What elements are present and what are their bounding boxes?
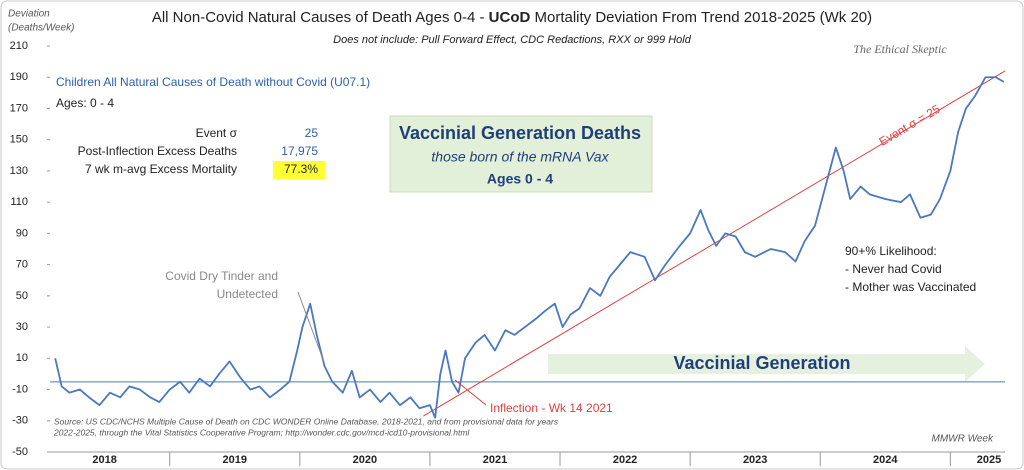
stat-value: 77.3% [284, 162, 318, 176]
ages-label: Ages: 0 - 4 [56, 96, 114, 110]
inflection-leader [454, 379, 487, 406]
y-tick-label: 30 [16, 321, 28, 333]
x-tick-label: 2020 [353, 454, 377, 466]
y-tick-label: 90 [16, 227, 28, 239]
chart-title: All Non-Covid Natural Causes of Death Ag… [152, 9, 872, 26]
brand: The Ethical Skeptic [853, 42, 947, 56]
likelihood-note: 90+% Likelihood: [845, 244, 937, 258]
y-axis-label: Deviation [8, 9, 50, 20]
box-subtitle: those born of the mRNA Vax [431, 149, 609, 165]
y-tick-label: -10 [12, 383, 28, 395]
stat-label: 7 wk m-avg Excess Mortality [85, 162, 237, 176]
x-tick-label: 2023 [743, 454, 767, 466]
y-tick-label: 170 [10, 102, 28, 114]
y-tick-label: 190 [10, 71, 28, 83]
stat-label: Post-Inflection Excess Deaths [78, 144, 237, 158]
inflection-label: Inflection - Wk 14 2021 [490, 401, 613, 415]
title-part: UCoD [489, 9, 531, 26]
stat-value: 25 [305, 126, 319, 140]
y-tick-label: 150 [10, 134, 28, 146]
subtitle: Does not include: Pull Forward Effect, C… [333, 34, 692, 46]
likelihood-note: - Never had Covid [845, 262, 942, 276]
y-tick-label: 210 [10, 40, 28, 52]
arrow-label: Vaccinial Generation [673, 353, 850, 373]
series-line [54, 76, 1005, 419]
source-note: 2022-2025, through the Vital Statistics … [53, 427, 470, 437]
x-tick-label: 2024 [873, 454, 898, 466]
y-tick-label: 50 [16, 290, 28, 302]
arrow [548, 346, 985, 382]
y-axis-label: (Deaths/Week) [8, 23, 75, 34]
note-box [389, 115, 653, 193]
y-tick-label: -30 [12, 415, 28, 427]
x-axis-label: MMWR Week [932, 434, 994, 445]
x-tick-label: 2019 [223, 454, 247, 466]
x-tick-label: 2021 [483, 454, 507, 466]
title-part: All Non-Covid Natural Causes of Death Ag… [152, 9, 489, 26]
stat-label: Event σ [196, 126, 238, 140]
x-tick-label: 2022 [613, 454, 637, 466]
covid-note: Covid Dry Tinder and [165, 269, 278, 283]
highlight [273, 161, 325, 179]
y-tick-label: 110 [10, 196, 28, 208]
title-part: Mortality Deviation From Trend 2018-2025… [530, 9, 872, 26]
box-title: Vaccinial Generation Deaths [399, 123, 641, 143]
covid-leader [297, 291, 325, 363]
x-tick-label: 2025 [977, 454, 1001, 466]
legend-title: Children All Natural Causes of Death wit… [56, 75, 370, 89]
y-tick-label: 10 [16, 352, 28, 364]
covid-note: Undetected [217, 287, 278, 301]
stat-value: 17,975 [281, 144, 318, 158]
y-tick-label: 130 [10, 165, 28, 177]
likelihood-note: - Mother was Vaccinated [845, 280, 976, 294]
source-note: Source: US CDC/NCHS Multiple Cause of De… [54, 416, 559, 426]
y-tick-label: 70 [16, 259, 28, 271]
box-ages: Ages 0 - 4 [487, 171, 553, 187]
y-tick-label: -50 [12, 446, 28, 458]
x-tick-label: 2018 [92, 454, 116, 466]
